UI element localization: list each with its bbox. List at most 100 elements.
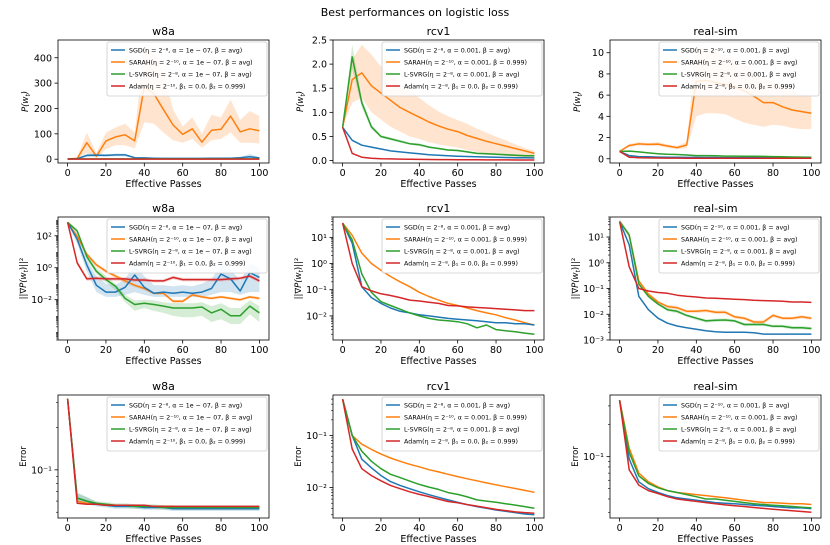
- x-axis-label: Effective Passes: [677, 179, 753, 190]
- subplot-rcv1-error: 0 20 40 60 80 100 10⁻² 10⁻¹ rcv1 Effective Passes…: [294, 380, 545, 545]
- x-tick-label: 60: [177, 523, 189, 534]
- x-tick-label: 80: [767, 345, 779, 356]
- legend-box: [658, 218, 820, 274]
- x-tick-label: 40: [138, 345, 150, 356]
- band-l-svrg: [67, 221, 260, 324]
- legend-entry-l-svrg: L-SVRG(η = 2⁻⁸, α = 1e − 07, β = avg): [129, 426, 252, 433]
- legend: SGD(η = 2⁻⁸, α = 1e − 07, β = avg) SARAH(…: [106, 396, 268, 452]
- line-adam: [618, 221, 812, 304]
- y-tick-label: 2.5: [312, 36, 327, 47]
- y-tick-label: 10⁻¹: [583, 284, 604, 295]
- line-sgd: [66, 221, 260, 295]
- subplot-w8a-loss: 0 20 40 60 80 100 0 100 200 300 400 w8a Effective Pa…: [21, 25, 270, 190]
- legend-box: [106, 41, 268, 97]
- x-tick-label: 100: [525, 523, 543, 534]
- line-l-svrg: [341, 56, 535, 157]
- x-tick-label: 60: [729, 345, 741, 356]
- subplot-title: rcv1: [427, 25, 451, 38]
- x-tick-label: 20: [375, 168, 387, 179]
- y-tick-label: 10⁻²: [583, 310, 604, 321]
- legend: SGD(η = 2⁻⁸, α = 0.001, β = avg) SARAH(η …: [381, 41, 543, 97]
- x-tick-label: 20: [652, 523, 664, 534]
- legend-box: [658, 396, 820, 452]
- line-l-svrg: [67, 221, 260, 317]
- plot-area: [341, 398, 535, 516]
- x-tick-label: 100: [802, 168, 820, 179]
- legend-entry-sgd: SGD(η = 2⁻¹⁰, α = 0.001, β = avg): [681, 47, 790, 54]
- subplot-rcv1-loss: 0 20 40 60 80 100 0.0 0.5 1.0 1.5 2.0 2.5 rcv1 Effect…: [296, 25, 545, 190]
- y-tick-label: 10²: [36, 231, 52, 242]
- legend-box: [658, 41, 820, 97]
- plot-area: [341, 44, 535, 161]
- y-tick-label: 10⁻¹: [306, 285, 327, 296]
- legend-box: [106, 218, 268, 274]
- y-tick-label: 10⁻²: [306, 483, 327, 494]
- x-tick-label: 20: [652, 168, 664, 179]
- legend-entry-sarah: SARAH(η = 2⁻¹⁰, α = 1e − 07, β = avg): [129, 59, 253, 66]
- band-sgd: [67, 398, 260, 511]
- y-tick-label: 300: [34, 79, 52, 90]
- plot-area: [619, 47, 812, 160]
- y-tick-label: 10¹: [311, 233, 327, 244]
- legend-entry-l-svrg: L-SVRG(η = 2⁻⁸, α = 0.001, β = avg): [404, 248, 520, 255]
- x-tick-label: 80: [767, 168, 779, 179]
- line-sgd: [618, 221, 812, 335]
- line-l-svrg: [341, 398, 535, 510]
- y-tick-label: 200: [34, 104, 52, 115]
- x-tick-label: 0: [340, 168, 346, 179]
- subplot-title: w8a: [152, 380, 175, 393]
- legend-entry-sarah: SARAH(η = 2⁻¹⁰, α = 0.001, β = avg): [681, 414, 798, 421]
- line-l-svrg: [66, 398, 260, 509]
- subplot-real-sim-error: 0 20 40 60 80 100 10⁻¹ real-sim Effective Passes…: [571, 380, 822, 545]
- legend-entry-sarah: SARAH(η = 2⁻¹⁰, α = 1e − 07, β = avg): [129, 414, 253, 421]
- line-l-svrg: [341, 222, 535, 335]
- y-tick-label: 10⁻¹: [583, 452, 604, 463]
- y-axis-label: Error: [571, 446, 581, 467]
- line-l-svrg: [618, 221, 812, 330]
- x-tick-label: 100: [525, 345, 543, 356]
- y-tick-label: 0: [598, 154, 604, 165]
- x-axis-label: Effective Passes: [400, 356, 476, 367]
- line-sarah: [342, 222, 535, 326]
- x-axis-label: Effective Passes: [677, 356, 753, 367]
- y-tick-label: 10⁻³: [583, 336, 604, 347]
- legend-entry-l-svrg: L-SVRG(η = 2⁻⁸, α = 1e − 07, β = avg): [129, 71, 252, 78]
- legend-entry-sgd: SGD(η = 2⁻¹⁰, α = 0.001, β = avg): [681, 224, 790, 231]
- x-tick-label: 0: [617, 523, 623, 534]
- axes-frame: [609, 39, 822, 164]
- legend-entry-sarah: SARAH(η = 2⁻¹⁰, α = 0.001, β = avg): [681, 236, 798, 243]
- y-tick-label: 0.5: [312, 132, 327, 143]
- legend-entry-sgd: SGD(η = 2⁻⁸, α = 0.001, β = avg): [404, 224, 510, 231]
- line-sgd: [618, 399, 812, 510]
- x-tick-label: 20: [100, 168, 112, 179]
- legend-entry-l-svrg: L-SVRG(η = 2⁻⁸, α = 0.001, β = avg): [681, 248, 797, 255]
- x-tick-label: 80: [767, 523, 779, 534]
- y-tick-label: 1.0: [312, 108, 327, 119]
- x-tick-label: 100: [802, 345, 820, 356]
- y-tick-label: 10¹: [588, 233, 604, 244]
- legend-entry-adam: Adam(η = 2⁻¹⁰, β₁ = 0.0, β₂ = 0.999): [129, 260, 245, 267]
- x-tick-label: 100: [802, 523, 820, 534]
- line-sarah: [67, 86, 260, 160]
- legend-entry-sarah: SARAH(η = 2⁻¹⁰, α = 0.001, β = avg): [681, 59, 798, 66]
- x-tick-label: 40: [690, 345, 702, 356]
- x-tick-label: 40: [413, 168, 425, 179]
- band-sarah: [619, 47, 812, 152]
- y-axis-label: ||∇P(wt)||²: [294, 258, 305, 300]
- subplot-rcv1-grad: 0 20 40 60 80 100 10⁻² 10⁻¹ 10⁰ 10¹ rcv1 Effective …: [294, 202, 545, 367]
- y-tick-label: 2.0: [312, 60, 327, 71]
- axes-frame: [57, 216, 270, 341]
- x-tick-label: 40: [413, 523, 425, 534]
- y-tick-label: 0.0: [312, 156, 327, 167]
- legend-entry-adam: Adam(η = 2⁻⁸, β₁ = 0.0, β₂ = 0.999): [681, 83, 795, 90]
- x-tick-label: 100: [250, 168, 268, 179]
- legend-entry-adam: Adam(η = 2⁻⁸, β₁ = 0.0, β₂ = 0.999): [404, 260, 518, 267]
- line-sgd: [341, 222, 535, 326]
- legend-entry-sgd: SGD(η = 2⁻⁸, α = 1e − 07, β = avg): [129, 47, 242, 54]
- line-adam: [341, 222, 535, 312]
- x-tick-label: 20: [375, 523, 387, 534]
- legend: SGD(η = 2⁻⁸, α = 0.001, β = avg) SARAH(η …: [381, 218, 543, 274]
- y-tick-label: 10⁰: [36, 263, 52, 274]
- subplot-title: w8a: [152, 25, 175, 38]
- legend-entry-sgd: SGD(η = 2⁻⁸, α = 0.001, β = avg): [404, 402, 510, 409]
